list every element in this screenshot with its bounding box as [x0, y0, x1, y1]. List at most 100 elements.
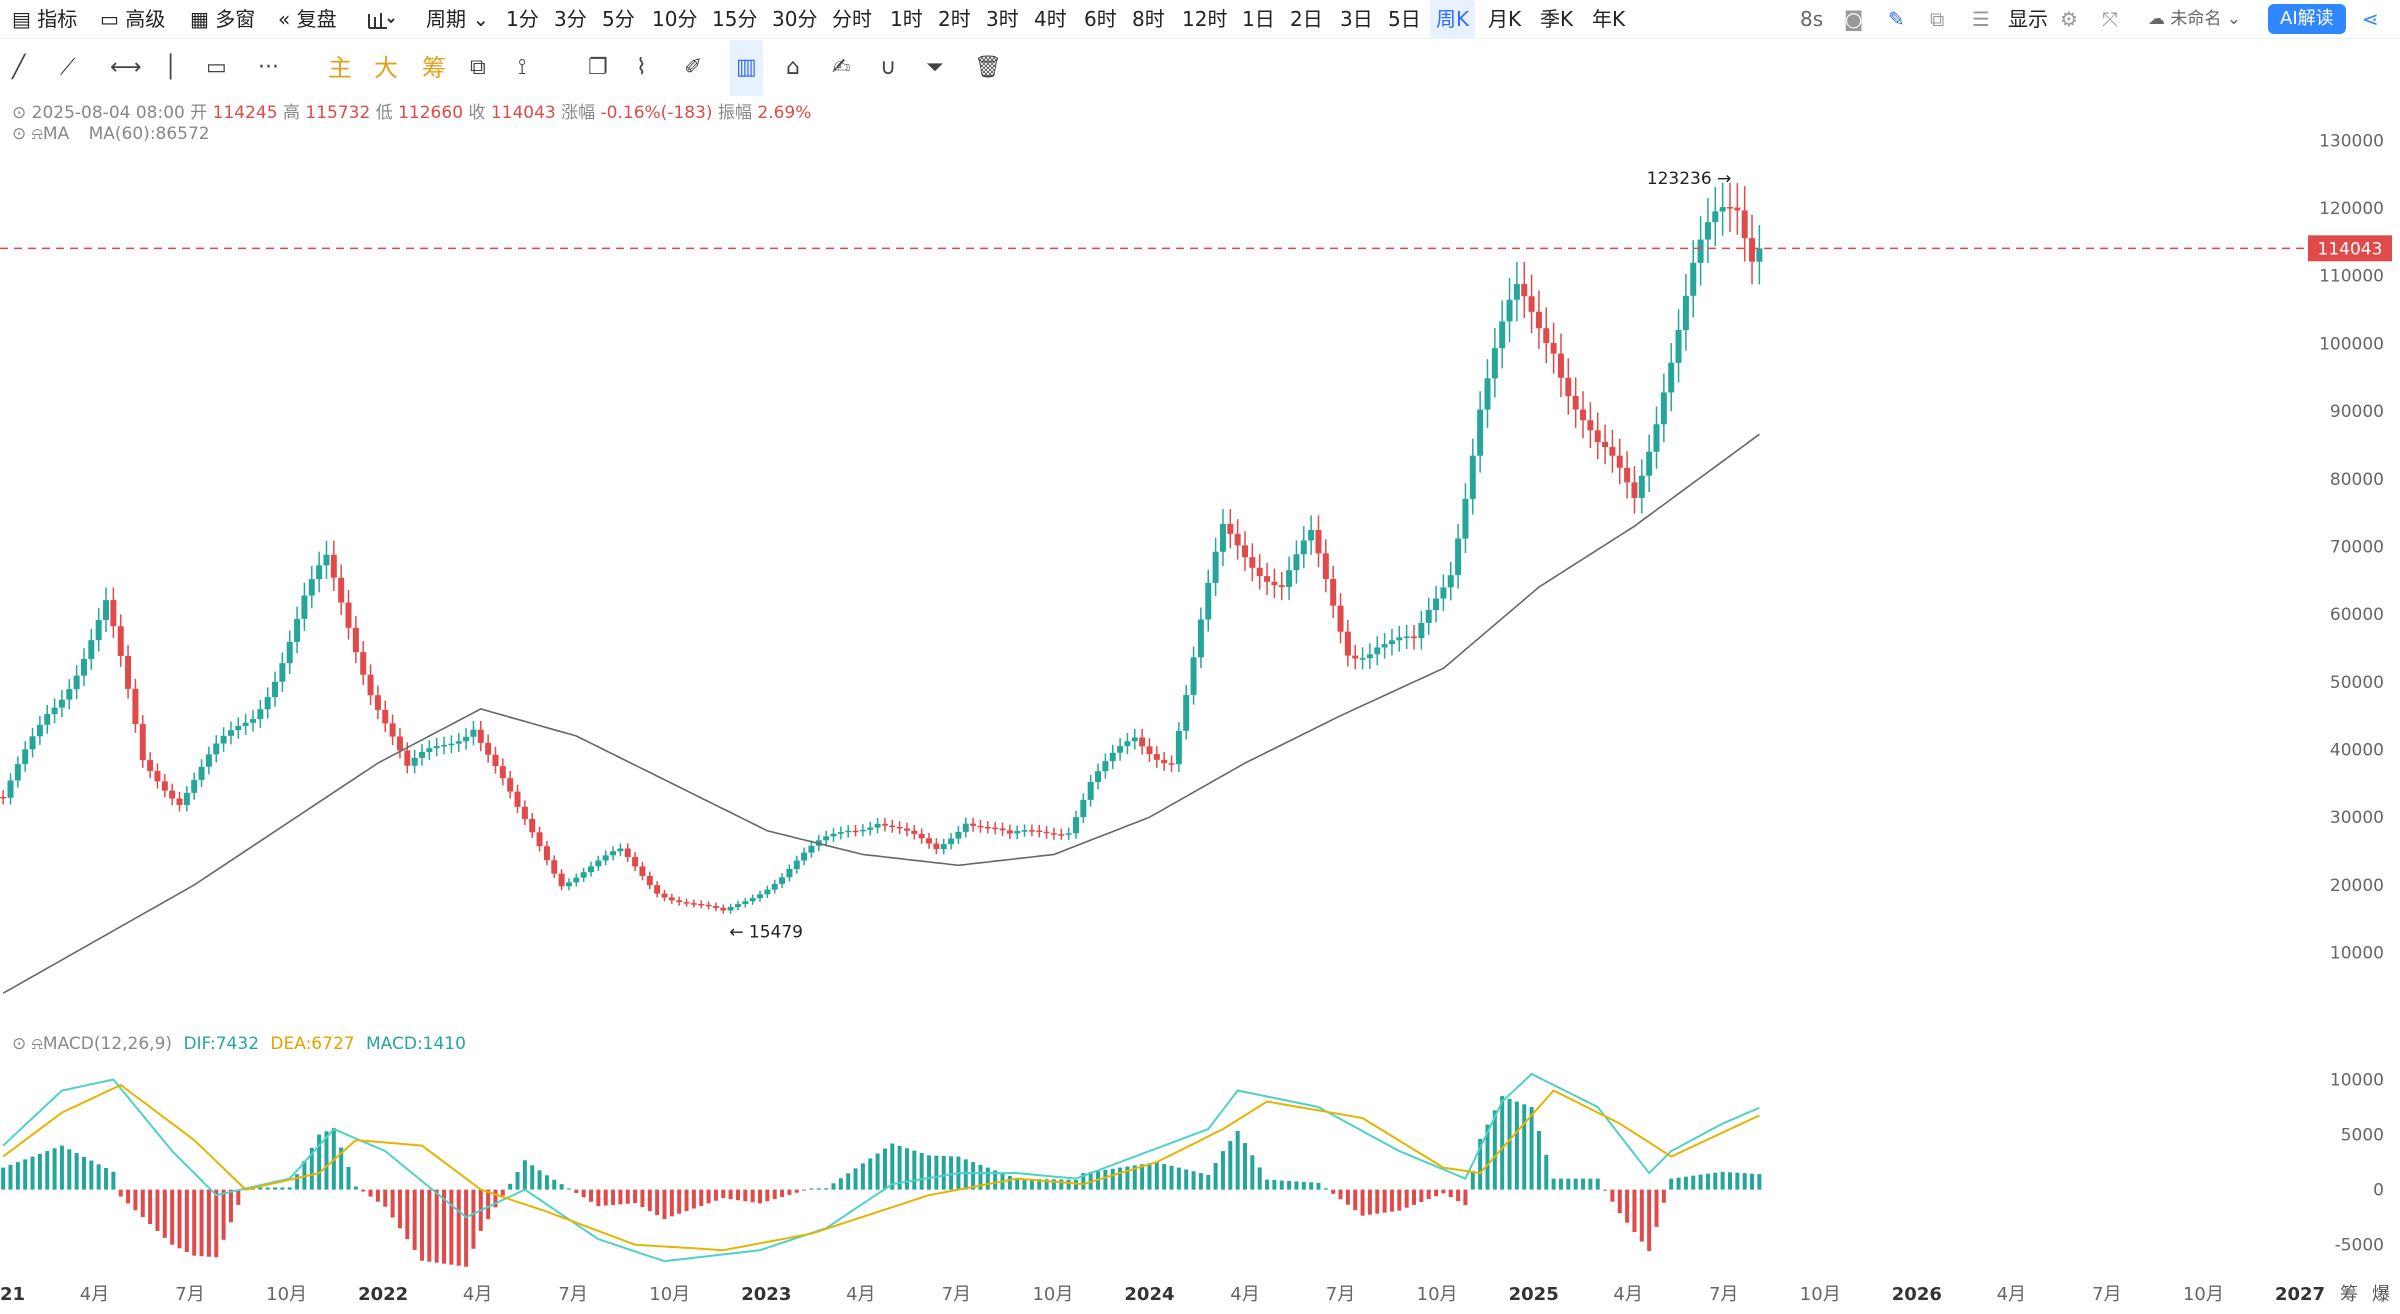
collapse-icon[interactable]: ⊙ — [12, 1034, 27, 1054]
advanced-button[interactable]: ▭ 高级 — [100, 7, 166, 31]
period-2d[interactable]: 2日 — [1290, 7, 1323, 31]
note-icon[interactable]: ✍ — [832, 55, 851, 80]
macd-histogram-bar — [67, 1149, 72, 1190]
replay-button[interactable]: « 复盘 — [278, 7, 337, 31]
indicator-button[interactable]: ▤ 指标 — [12, 7, 78, 31]
chip-toggle[interactable]: 筹 — [2340, 1284, 2358, 1305]
period-2h[interactable]: 2时 — [938, 7, 971, 31]
candle-body — [455, 741, 462, 744]
candle-body — [823, 836, 830, 841]
trash-icon[interactable]: 🗑 — [974, 55, 1002, 80]
pen-icon[interactable]: ✎ — [1888, 7, 1905, 31]
ai-analysis-button[interactable]: AI解读 — [2268, 4, 2346, 34]
period-1m[interactable]: 1分 — [506, 7, 539, 31]
compare-icon[interactable]: ⧉ — [470, 55, 486, 80]
brush-icon[interactable]: ✐ — [684, 55, 703, 80]
period-quarter[interactable]: 季K — [1540, 7, 1574, 31]
period-1d[interactable]: 1日 — [1242, 7, 1275, 31]
period-dropdown[interactable]: 周期 ⌄ — [426, 0, 489, 38]
candle-body — [1557, 353, 1564, 378]
ruler-icon[interactable]: ⌇ — [636, 55, 647, 80]
big-order-button[interactable]: 大 — [374, 54, 398, 82]
candle-body — [690, 903, 697, 905]
macd-histogram-bar — [1500, 1096, 1505, 1190]
ray-icon[interactable]: ⟋ — [60, 55, 76, 80]
collapse-icon[interactable]: ⊙ — [12, 124, 27, 144]
horizontal-line-icon[interactable]: ⟷ — [110, 55, 142, 80]
trendline-icon[interactable]: ╱ — [12, 55, 26, 80]
period-year[interactable]: 年K — [1592, 7, 1626, 31]
magnet-icon[interactable]: ∪ — [880, 55, 897, 80]
filter-icon[interactable]: ⏷ — [926, 55, 944, 80]
candle-body — [0, 796, 7, 799]
bell-icon[interactable]: ⍾ — [31, 124, 43, 144]
macd-histogram-bar — [1544, 1154, 1549, 1190]
period-15m[interactable]: 15分 — [712, 7, 758, 31]
list-icon[interactable]: ☰ — [1972, 7, 1990, 31]
candle-body — [1205, 582, 1212, 620]
period-12h[interactable]: 12时 — [1182, 7, 1228, 31]
macd-histogram-bar — [596, 1189, 601, 1207]
candle-body — [1455, 538, 1462, 576]
copy-icon[interactable]: ❐ — [588, 55, 608, 80]
candle-body — [793, 860, 800, 869]
period-6h[interactable]: 6时 — [1084, 7, 1117, 31]
lock-icon[interactable]: ⌂ — [786, 55, 800, 80]
candle-body — [815, 840, 822, 846]
macd-histogram-bar — [1154, 1162, 1159, 1190]
gear-icon[interactable]: ⚙ — [2060, 7, 2078, 31]
collapse-icon[interactable]: ⊙ — [12, 103, 27, 123]
layout-name-dropdown[interactable]: ☁ 未命名 ⌄ — [2148, 9, 2242, 29]
measure-icon[interactable]: ⟟ — [518, 55, 527, 80]
fullscreen-icon[interactable]: ⤧ — [2102, 7, 2118, 31]
candle-body — [1381, 644, 1388, 648]
share-icon[interactable]: ⋖ — [2362, 7, 2379, 31]
more-icon[interactable]: ··· — [258, 55, 279, 80]
chart-type-dropdown[interactable] — [366, 0, 396, 38]
period-week[interactable]: 周K — [1430, 0, 1476, 38]
main-chip-button[interactable]: 主 — [328, 54, 352, 82]
camera-icon[interactable]: ◙ — [1844, 7, 1864, 31]
macd-histogram-bar — [633, 1189, 638, 1204]
macd-histogram-bar — [1309, 1182, 1314, 1190]
candle-body — [999, 828, 1006, 831]
macd-histogram-bar — [537, 1170, 542, 1190]
bell-icon[interactable]: ⍾ — [31, 1034, 43, 1054]
last-price-line: 114043 — [0, 235, 2392, 262]
macd-histogram-bar — [1037, 1179, 1042, 1190]
candles-icon[interactable]: ▥ — [730, 40, 763, 96]
edit-box-icon[interactable]: ⧉ — [1930, 7, 1945, 31]
display-button[interactable]: 显示 — [2008, 7, 2048, 31]
rectangle-icon[interactable]: ▭ — [206, 55, 227, 80]
period-1h[interactable]: 1时 — [890, 7, 923, 31]
macd-histogram-bar — [927, 1155, 932, 1190]
vertical-line-icon[interactable]: │ — [164, 55, 178, 80]
period-8h[interactable]: 8时 — [1132, 7, 1165, 31]
period-5d[interactable]: 5日 — [1388, 7, 1421, 31]
refresh-interval[interactable]: 8s — [1800, 7, 1824, 31]
macd-tick-label: 10000 — [2330, 1071, 2384, 1091]
price-tick-label: 40000 — [2330, 741, 2384, 761]
multiwindow-button[interactable]: ▦ 多窗 — [190, 7, 256, 31]
macd-histogram-bar — [669, 1189, 674, 1217]
candle-body — [1131, 737, 1138, 742]
candle-body — [1352, 655, 1359, 659]
period-5m[interactable]: 5分 — [602, 7, 635, 31]
period-3m[interactable]: 3分 — [554, 7, 587, 31]
period-timeshare[interactable]: 分时 — [832, 7, 872, 31]
macd-histogram-bar — [758, 1189, 763, 1204]
period-10m[interactable]: 10分 — [652, 7, 698, 31]
period-30m[interactable]: 30分 — [772, 7, 818, 31]
liquidation-toggle-icon[interactable]: 爆 — [2372, 1284, 2390, 1305]
macd-histogram-bar — [464, 1189, 469, 1267]
period-3d[interactable]: 3日 — [1340, 7, 1373, 31]
candle-body — [1072, 817, 1079, 834]
candle-body — [1491, 348, 1498, 379]
period-month[interactable]: 月K — [1488, 7, 1522, 31]
chip-dist-button[interactable]: 筹 — [422, 54, 446, 82]
period-3h[interactable]: 3时 — [986, 7, 1019, 31]
close-label: 收 — [468, 103, 486, 123]
macd-histogram-bar — [1301, 1181, 1306, 1190]
candle-body — [1433, 598, 1440, 610]
period-4h[interactable]: 4时 — [1034, 7, 1067, 31]
